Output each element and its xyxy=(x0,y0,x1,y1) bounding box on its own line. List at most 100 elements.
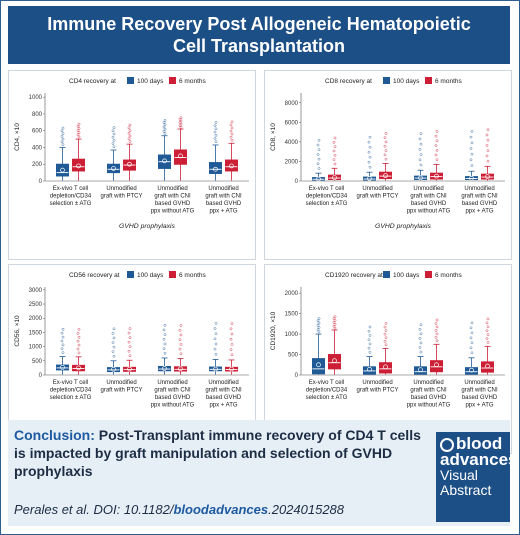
outlier-point xyxy=(76,129,80,132)
outlier-point xyxy=(229,123,233,127)
legend-label-6-months: 6 months xyxy=(435,78,462,85)
outlier-point xyxy=(128,345,132,349)
y-tick-label: 500 xyxy=(32,359,43,365)
citation-suffix: .2024015288 xyxy=(268,502,345,517)
box-mean-marker xyxy=(60,364,65,370)
outlier-point xyxy=(485,321,489,325)
outlier-point xyxy=(179,324,183,327)
chart-cd1920: CD1920 recovery at 100 days 6 months 0 500 10… xyxy=(270,271,505,409)
outlier-point xyxy=(368,135,372,139)
header-banner: Immune Recovery Post Allogeneic Hematopo… xyxy=(8,6,510,64)
outlier-point xyxy=(384,343,388,347)
outlier-point xyxy=(214,352,218,356)
x-category-label: depletion/CD34 xyxy=(50,194,92,200)
outlier-point xyxy=(213,327,217,330)
outlier-point xyxy=(316,323,320,327)
outlier-point xyxy=(383,144,387,148)
outlier-point xyxy=(163,132,167,135)
outlier-point xyxy=(214,332,218,336)
box-iqr xyxy=(379,362,392,374)
outlier-point xyxy=(60,129,64,133)
outlier-point xyxy=(230,120,234,124)
x-category-label: based GVHD xyxy=(462,395,498,401)
outlier-point xyxy=(112,145,116,149)
legend-label-100-days: 100 days xyxy=(137,78,164,85)
outlier-point xyxy=(61,335,65,339)
header-title-line1: Immune Recovery Post Allogeneic Hematopo… xyxy=(47,14,471,34)
y-tick-label: 0 xyxy=(39,373,43,379)
outlier-point xyxy=(112,139,116,142)
box-mean-marker xyxy=(316,362,321,368)
outlier-point xyxy=(178,347,182,351)
chart-title: CD8 recovery at xyxy=(325,78,372,85)
outlier-point xyxy=(127,340,131,344)
outlier-point xyxy=(486,128,490,132)
x-category-label: Unmodified xyxy=(208,380,238,386)
outlier-point xyxy=(60,331,64,335)
legend-label-100-days: 100 days xyxy=(393,78,420,85)
outlier-point xyxy=(112,132,116,136)
x-category-label: selection ± ATG xyxy=(50,395,92,401)
outlier-point xyxy=(368,165,372,169)
outlier-point xyxy=(214,342,218,346)
outlier-point xyxy=(179,333,183,337)
outlier-point xyxy=(127,137,131,141)
outlier-point xyxy=(214,121,218,124)
outlier-point xyxy=(76,331,80,335)
x-category-label: ppx + ATG xyxy=(465,209,493,215)
x-category-label: Unmodified xyxy=(362,186,392,192)
chart-panel-cd8: CD8 recovery at 100 days 6 months 0 2000 4000… xyxy=(264,70,512,260)
box-iqr xyxy=(312,358,325,375)
outlier-point xyxy=(435,130,439,133)
outlier-point xyxy=(317,317,321,320)
outlier-point xyxy=(230,332,234,336)
logo-line3: Visual xyxy=(440,467,478,483)
outlier-point xyxy=(213,124,217,127)
box-iqr xyxy=(56,163,69,177)
y-tick-label: 1500 xyxy=(285,312,299,318)
outlier-point xyxy=(435,148,439,152)
chart-cd8: CD8 recovery at 100 days 6 months 0 2000 4000… xyxy=(270,77,505,230)
outlier-point xyxy=(434,153,438,157)
outlier-point xyxy=(367,329,371,333)
x-category-label: depletion/CD34 xyxy=(306,388,348,394)
x-category-label: graft with PTCY xyxy=(100,194,142,200)
x-category-label: graft with CNI xyxy=(205,388,242,394)
outlier-point xyxy=(469,346,473,350)
x-category-label: graft with PTCY xyxy=(356,194,398,200)
outlier-point xyxy=(435,332,439,336)
outlier-point xyxy=(485,329,489,333)
outlier-point xyxy=(469,336,473,340)
x-category-label: graft with CNI xyxy=(154,388,191,394)
box-iqr xyxy=(465,176,478,181)
box-mean-marker xyxy=(316,176,321,182)
y-tick-label: 0 xyxy=(295,179,299,185)
box-mean-marker xyxy=(418,367,423,373)
outlier-point xyxy=(77,127,81,130)
outlier-point xyxy=(435,318,439,322)
outlier-point xyxy=(229,348,233,351)
y-tick-label: 1500 xyxy=(29,330,43,336)
box-mean-marker xyxy=(434,362,439,368)
outlier-point xyxy=(316,162,320,166)
outlier-point xyxy=(384,132,388,135)
chart-title: CD1920 recovery at xyxy=(325,272,383,279)
outlier-point xyxy=(162,347,166,350)
outlier-point xyxy=(419,142,423,146)
outlier-point xyxy=(77,135,81,139)
x-category-label: ppx + ATG xyxy=(209,209,237,215)
outlier-point xyxy=(470,164,474,167)
box-mean-marker xyxy=(469,367,474,373)
outlier-point xyxy=(229,135,233,139)
outlier-point xyxy=(111,129,115,133)
outlier-point xyxy=(128,336,132,339)
box-mean-marker xyxy=(469,175,474,181)
x-category-label: based GVHD xyxy=(411,395,447,401)
legend-label-6-months: 6 months xyxy=(179,78,206,85)
box-mean-marker xyxy=(76,365,81,371)
outlier-point xyxy=(230,138,234,142)
outlier-point xyxy=(419,323,423,327)
x-category-label: based GVHD xyxy=(411,201,447,207)
y-axis-label: CD4, ×10 xyxy=(14,123,21,151)
outlier-point xyxy=(179,343,183,346)
